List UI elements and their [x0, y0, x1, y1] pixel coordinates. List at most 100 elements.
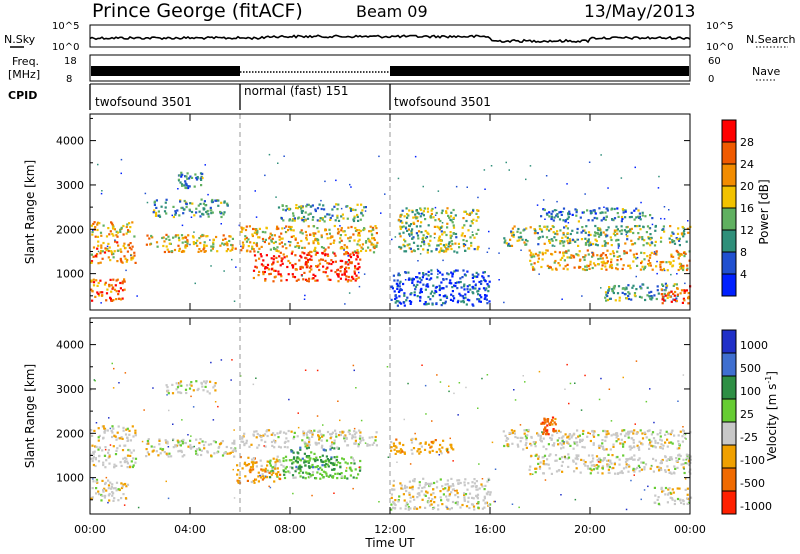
data-cell [353, 430, 356, 433]
data-cell [263, 477, 266, 480]
data-cell [261, 478, 264, 481]
data-cell [355, 229, 358, 232]
y-tick-label: 4000 [56, 135, 84, 148]
data-cell [556, 213, 559, 216]
data-cell [472, 304, 475, 307]
data-cell [264, 475, 267, 478]
data-cell [198, 447, 201, 450]
data-cell [329, 242, 332, 245]
data-cell [647, 237, 650, 240]
data-cell [392, 274, 395, 277]
data-cell [106, 245, 109, 248]
data-cell [464, 243, 467, 246]
data-cell [410, 278, 413, 281]
data-cell [530, 263, 533, 266]
data-cell [111, 483, 114, 486]
data-cell [610, 208, 613, 211]
data-cell [661, 302, 664, 305]
data-cell [101, 257, 104, 260]
data-cell [163, 240, 166, 243]
data-cell [577, 254, 580, 257]
data-cell [348, 261, 352, 264]
data-cell [418, 481, 421, 484]
data-cell [318, 438, 321, 441]
data-cell [559, 258, 562, 261]
data-cell [653, 294, 656, 297]
data-cell [551, 444, 554, 447]
data-cell [451, 221, 454, 224]
data-cell [417, 230, 421, 233]
data-cell [436, 374, 438, 376]
data-cell [463, 481, 466, 484]
data-cell [422, 210, 425, 213]
data-cell [667, 458, 670, 461]
data-cell [529, 442, 532, 445]
data-cell [520, 235, 523, 238]
data-cell [152, 387, 154, 389]
data-cell [95, 492, 98, 495]
data-cell [538, 236, 542, 239]
data-cell [454, 242, 457, 245]
data-cell [97, 292, 100, 295]
data-cell [268, 242, 271, 245]
data-cell [232, 449, 235, 452]
data-cell [607, 463, 610, 466]
data-cell [421, 498, 424, 501]
data-cell [563, 240, 566, 243]
data-cell [358, 429, 361, 432]
data-cell [593, 216, 596, 220]
data-cell [644, 432, 647, 436]
data-cell [598, 398, 601, 401]
data-cell [215, 235, 218, 239]
data-cell [603, 240, 606, 243]
data-cell [116, 231, 119, 234]
data-cell [416, 496, 419, 499]
data-cell [584, 254, 587, 257]
data-cell [102, 241, 105, 245]
data-cell [545, 236, 549, 239]
data-cell [552, 219, 555, 222]
data-cell [308, 473, 311, 476]
nave-label: Nave [752, 65, 780, 78]
data-cell [102, 490, 105, 493]
cpid-label: CPID [8, 89, 37, 102]
data-cell [621, 267, 624, 270]
data-cell [486, 283, 489, 286]
data-cell [289, 261, 292, 265]
data-cell [183, 454, 186, 457]
data-cell [245, 442, 248, 445]
data-cell [664, 289, 667, 292]
data-cell [312, 225, 316, 228]
data-cell [551, 210, 554, 213]
data-cell [286, 446, 289, 449]
data-cell [562, 219, 565, 222]
data-cell [669, 262, 672, 266]
data-cell [544, 479, 547, 481]
data-cell [114, 284, 117, 287]
data-cell [269, 232, 272, 235]
data-cell [477, 502, 480, 505]
data-cell [605, 215, 608, 218]
data-cell [575, 454, 578, 457]
data-cell [633, 454, 636, 457]
data-cell [454, 282, 457, 285]
data-cell [92, 222, 95, 226]
data-cell [328, 460, 331, 463]
data-cell [592, 242, 595, 246]
data-cell [350, 186, 352, 188]
data-cell [662, 489, 665, 492]
data-cell [463, 498, 466, 501]
data-cell [680, 232, 683, 235]
data-cell [291, 474, 295, 477]
data-cell [552, 428, 555, 431]
data-cell [616, 207, 619, 210]
data-cell [439, 249, 442, 252]
data-cell [446, 506, 448, 509]
data-cell [529, 465, 532, 468]
data-cell [313, 248, 316, 251]
data-cell [426, 210, 430, 213]
data-cell [481, 377, 483, 380]
data-cell [667, 493, 670, 496]
data-cell [125, 485, 128, 488]
data-cell [474, 284, 477, 287]
